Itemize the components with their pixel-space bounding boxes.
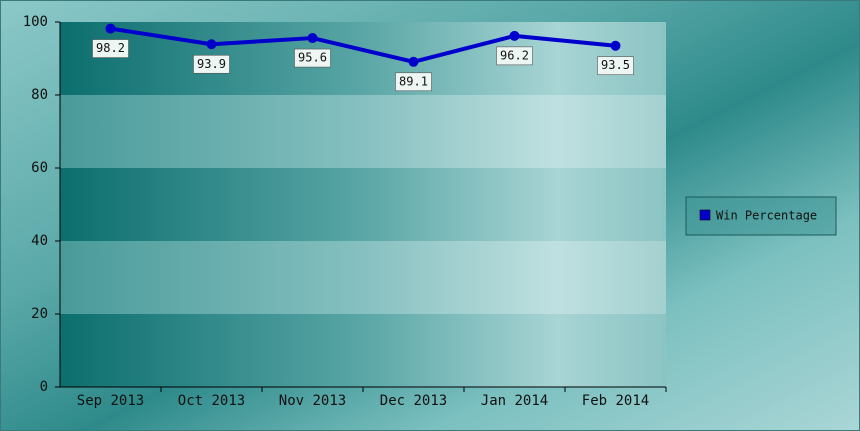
plot-band <box>60 168 666 241</box>
data-point <box>408 56 419 67</box>
y-tick-label: 80 <box>31 87 48 103</box>
x-tick-label: Nov 2013 <box>279 393 346 409</box>
legend: Win Percentage <box>685 196 837 236</box>
data-label: 96.2 <box>496 46 533 66</box>
data-point <box>307 33 318 44</box>
data-point <box>105 23 116 34</box>
data-label-box <box>193 54 230 74</box>
data-label-text: 93.5 <box>601 58 630 72</box>
data-label-text: 93.9 <box>197 57 226 71</box>
data-label-box <box>92 39 129 58</box>
plot-band <box>60 241 666 314</box>
plot-band <box>60 314 666 387</box>
data-point <box>509 30 520 41</box>
data-label: 89.1 <box>395 72 432 92</box>
legend-key <box>699 209 711 221</box>
data-point <box>206 39 217 50</box>
y-tick-label: 40 <box>31 233 48 249</box>
series-line <box>110 26 616 64</box>
x-tick-label: Jan 2014 <box>481 393 548 409</box>
data-label-box <box>395 72 432 92</box>
y-tick-label: 0 <box>40 379 48 395</box>
data-label: 93.9 <box>193 54 230 74</box>
x-tick-label: Feb 2014 <box>582 393 649 409</box>
data-label-box <box>294 48 331 68</box>
data-label-text: 98.2 <box>96 41 125 55</box>
y-tick-label: 20 <box>31 306 48 322</box>
x-tick-label: Sep 2013 <box>77 393 144 409</box>
data-label: 95.6 <box>294 48 331 68</box>
x-tick-label: Dec 2013 <box>380 393 447 409</box>
data-label-text: 89.1 <box>399 74 428 88</box>
data-label: 98.2 <box>92 39 129 58</box>
legend-box <box>685 196 837 236</box>
y-tick-label: 100 <box>23 14 48 30</box>
data-label-text: 96.2 <box>500 48 529 62</box>
data-label-box <box>496 46 533 66</box>
x-tick-label: Oct 2013 <box>178 393 245 409</box>
data-label-text: 95.6 <box>298 51 327 65</box>
legend-label: Win Percentage <box>716 209 817 223</box>
data-label: 93.5 <box>597 56 634 76</box>
data-point <box>610 40 621 51</box>
y-tick-label: 60 <box>31 160 48 176</box>
plot-band <box>60 22 666 95</box>
data-label-box <box>597 56 634 76</box>
plot-band <box>60 95 666 168</box>
